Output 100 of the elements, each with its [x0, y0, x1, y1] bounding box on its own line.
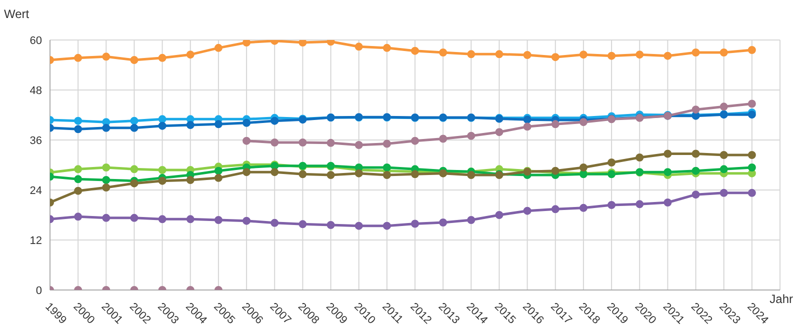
point — [130, 179, 138, 188]
point — [636, 200, 644, 208]
point — [720, 48, 728, 56]
y-tick-label: 48 — [30, 84, 42, 97]
point — [298, 220, 307, 228]
y-tick-label: 36 — [30, 134, 42, 147]
point — [748, 46, 756, 54]
point — [579, 204, 588, 212]
point — [467, 50, 476, 58]
point — [102, 124, 110, 132]
point — [608, 158, 616, 166]
point — [439, 48, 448, 56]
point — [186, 50, 194, 59]
point — [298, 40, 307, 46]
point — [748, 151, 756, 159]
point — [186, 215, 194, 224]
point — [411, 220, 419, 228]
point — [382, 164, 391, 172]
point — [102, 176, 110, 184]
point — [186, 121, 194, 129]
point — [411, 136, 419, 145]
point — [130, 116, 138, 125]
point — [130, 56, 138, 64]
point — [636, 154, 644, 162]
point — [326, 138, 335, 147]
point — [158, 54, 166, 62]
point — [354, 141, 363, 149]
point — [748, 100, 756, 108]
point — [495, 211, 504, 219]
point — [551, 120, 560, 128]
point — [298, 170, 307, 178]
point — [74, 175, 82, 184]
point — [326, 221, 335, 229]
point — [102, 164, 110, 172]
point — [130, 214, 138, 222]
point — [298, 138, 307, 146]
point — [102, 214, 110, 222]
point — [495, 128, 504, 136]
point — [467, 216, 476, 224]
point — [102, 184, 110, 192]
point — [382, 140, 391, 148]
point — [439, 218, 448, 226]
point — [130, 165, 138, 174]
point — [270, 168, 279, 176]
point — [664, 150, 672, 158]
point — [551, 205, 560, 214]
point — [579, 118, 588, 126]
point — [664, 198, 672, 206]
point — [214, 166, 222, 175]
point — [242, 136, 251, 145]
point — [214, 120, 222, 128]
point — [579, 164, 588, 172]
point — [158, 166, 166, 174]
y-axis-title: Wert — [4, 7, 30, 21]
point — [354, 222, 363, 230]
point — [748, 164, 756, 172]
y-tick-label: 24 — [30, 184, 42, 197]
y-tick-label: 12 — [30, 234, 42, 247]
point — [382, 44, 391, 52]
point — [748, 110, 756, 119]
point — [523, 122, 532, 131]
point — [74, 116, 82, 125]
point — [608, 52, 616, 60]
point — [439, 134, 448, 143]
point — [74, 125, 82, 134]
point — [692, 150, 700, 158]
point — [74, 212, 82, 221]
point — [551, 53, 560, 62]
point — [382, 171, 391, 179]
point — [270, 138, 279, 146]
point — [467, 171, 476, 179]
point — [270, 116, 279, 125]
point — [692, 106, 700, 114]
point — [74, 54, 82, 62]
point — [74, 165, 82, 174]
point — [664, 168, 672, 176]
point — [158, 115, 166, 124]
point — [242, 118, 251, 127]
point — [692, 166, 700, 175]
point — [720, 151, 728, 159]
point — [214, 44, 222, 52]
point — [411, 170, 419, 178]
point — [523, 51, 532, 59]
point — [214, 216, 222, 224]
point — [158, 176, 166, 185]
point — [664, 52, 672, 60]
point — [326, 40, 335, 46]
point — [214, 174, 222, 182]
point — [130, 124, 138, 132]
point — [636, 50, 644, 59]
point — [326, 171, 335, 179]
point — [242, 40, 251, 46]
y-tick-label: 0 — [36, 284, 42, 297]
point — [354, 42, 363, 51]
point — [608, 201, 616, 209]
point — [523, 206, 532, 215]
point — [720, 102, 728, 111]
point — [242, 216, 251, 225]
point — [242, 168, 251, 176]
point — [354, 169, 363, 178]
